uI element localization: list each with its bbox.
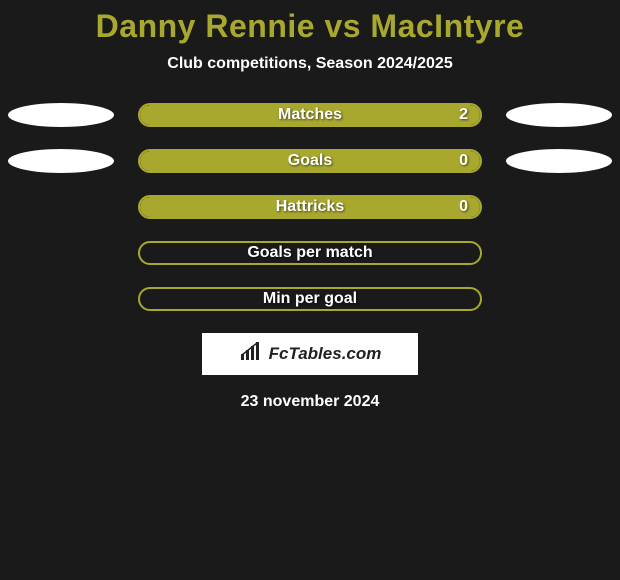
stat-bar: Matches2	[138, 103, 482, 127]
stat-bar-outline: Hattricks0	[138, 195, 482, 219]
stat-value-right: 0	[459, 197, 468, 217]
stat-row: Goals per match	[0, 241, 620, 265]
page-title: Danny Rennie vs MacIntyre	[0, 8, 620, 45]
stat-row: Matches2	[0, 103, 620, 127]
stat-label: Matches	[140, 105, 480, 125]
brand-text: FcTables.com	[269, 344, 382, 364]
player-right-marker	[506, 149, 612, 173]
stat-value-right: 0	[459, 151, 468, 171]
stat-bar-outline: Matches2	[138, 103, 482, 127]
stat-label: Min per goal	[140, 289, 480, 309]
stat-label: Hattricks	[140, 197, 480, 217]
stat-bar-outline: Goals per match	[138, 241, 482, 265]
stats-list: Matches2Goals0Hattricks0Goals per matchM…	[0, 103, 620, 311]
stat-bar-outline: Min per goal	[138, 287, 482, 311]
date-text: 23 november 2024	[0, 393, 620, 411]
infographic-container: Danny Rennie vs MacIntyre Club competiti…	[0, 0, 620, 411]
stat-bar: Goals0	[138, 149, 482, 173]
stat-label: Goals per match	[140, 243, 480, 263]
stat-label: Goals	[140, 151, 480, 171]
stat-row: Goals0	[0, 149, 620, 173]
stat-bar-outline: Goals0	[138, 149, 482, 173]
stat-bar: Goals per match	[138, 241, 482, 265]
player-left-marker	[8, 149, 114, 173]
player-left-marker	[8, 103, 114, 127]
subtitle: Club competitions, Season 2024/2025	[0, 55, 620, 73]
stat-value-right: 2	[459, 105, 468, 125]
player-right-marker	[506, 103, 612, 127]
brand-box: FcTables.com	[202, 333, 418, 375]
stat-row: Min per goal	[0, 287, 620, 311]
stat-bar: Hattricks0	[138, 195, 482, 219]
stat-row: Hattricks0	[0, 195, 620, 219]
stat-bar: Min per goal	[138, 287, 482, 311]
chart-bars-icon	[239, 342, 265, 367]
